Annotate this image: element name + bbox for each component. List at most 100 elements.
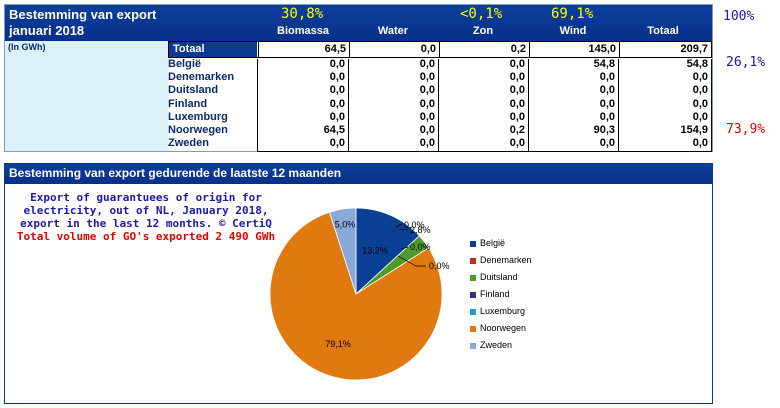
table-cell: 0,0 bbox=[692, 71, 708, 84]
row-label: Luxemburg bbox=[168, 110, 228, 123]
pie-label-duitsland: 2,8% bbox=[410, 225, 431, 235]
legend-label: Duitsland bbox=[480, 272, 518, 282]
pie-label-finland: 0,0% bbox=[410, 242, 431, 252]
leader-line bbox=[395, 223, 403, 228]
table-cell: 0,0 bbox=[599, 84, 615, 97]
table-cell: 0,0 bbox=[419, 137, 435, 150]
legend-swatch bbox=[470, 343, 476, 349]
row-label: Zweden bbox=[168, 137, 209, 150]
legend-swatch bbox=[470, 241, 476, 247]
table-cell: 0,0 bbox=[419, 84, 435, 97]
table-cell: 154,9 bbox=[680, 124, 708, 136]
grid-line bbox=[711, 59, 712, 152]
legend-label: Zweden bbox=[480, 340, 513, 350]
pie-slice-zweden bbox=[328, 207, 357, 295]
row-label: Noorwegen bbox=[168, 124, 228, 136]
table-cell: 0,0 bbox=[599, 71, 615, 84]
belgie-share-note: 26,1% bbox=[726, 55, 766, 70]
table-cell: 0,0 bbox=[419, 124, 435, 136]
legend-swatch bbox=[470, 258, 476, 264]
unit-label: (In GWh) bbox=[8, 42, 46, 52]
legend-label: Noorwegen bbox=[480, 323, 527, 333]
pie-label-luxemburg: 0,0% bbox=[429, 261, 450, 271]
table-cell: 0,0 bbox=[509, 110, 525, 123]
table-cell: 0,0 bbox=[509, 97, 525, 110]
legend-item: Zweden bbox=[470, 340, 590, 354]
legend-item: België bbox=[470, 238, 590, 252]
total-wind: 145,0 bbox=[529, 42, 619, 57]
row-label: Denemarken bbox=[168, 71, 235, 84]
noorwegen-share-note: 73,9% bbox=[726, 122, 766, 137]
table-cell: 54,8 bbox=[686, 58, 708, 70]
col-wind: Wind bbox=[559, 25, 587, 37]
grid-line bbox=[348, 59, 349, 152]
pie-slice-noorwegen bbox=[269, 211, 443, 381]
table-cell: 0,0 bbox=[599, 97, 615, 110]
legend-label: België bbox=[480, 238, 506, 248]
pie-label-zweden: 5,0% bbox=[335, 219, 356, 229]
chart-panel-title: Bestemming van export gedurende de laats… bbox=[5, 164, 712, 184]
leader-line bbox=[400, 246, 409, 250]
table-cell: 90,3 bbox=[593, 124, 615, 136]
table-cell: 0,0 bbox=[419, 110, 435, 123]
total-row: Totaal 64,5 0,0 0,2 145,0 209,7 bbox=[168, 41, 712, 58]
grid-line bbox=[528, 59, 529, 152]
table-cell: 0,0 bbox=[329, 97, 345, 110]
col-biomassa: Biomassa bbox=[277, 25, 329, 37]
note-total: Total volume of GO's exported 2 490 GWh bbox=[16, 230, 276, 243]
pie-label-denemarken: 0,0% bbox=[404, 220, 425, 230]
table-cell: 0,0 bbox=[419, 58, 435, 70]
note-line: export in the last 12 months. © CertiQ bbox=[20, 217, 272, 230]
legend-item: Luxemburg bbox=[470, 306, 590, 320]
export-table: Bestemming van export januari 2018 30,8%… bbox=[4, 4, 713, 152]
table-cell: 0,0 bbox=[509, 84, 525, 97]
table-cell: 0,0 bbox=[329, 84, 345, 97]
share-wind: 69,1% bbox=[551, 6, 594, 22]
legend-label: Luxemburg bbox=[480, 306, 526, 316]
leader-line bbox=[397, 255, 426, 267]
row-label: België bbox=[168, 58, 202, 70]
row-label-panel bbox=[5, 41, 168, 151]
table-cell: 0,0 bbox=[509, 137, 525, 150]
table-period: januari 2018 bbox=[9, 23, 85, 38]
table-cell: 64,5 bbox=[323, 124, 345, 136]
table-cell: 0,0 bbox=[329, 71, 345, 84]
table-cell: 0,0 bbox=[509, 71, 525, 84]
total-share-note: 100% bbox=[723, 9, 755, 24]
table-cell: 0,0 bbox=[419, 71, 435, 84]
legend-item: Denemarken bbox=[470, 255, 590, 269]
leader-line bbox=[399, 228, 409, 231]
table-cell: 0,0 bbox=[509, 58, 525, 70]
grid-line bbox=[618, 59, 619, 152]
grid-line bbox=[438, 59, 439, 152]
table-cell: 0,0 bbox=[329, 110, 345, 123]
legend-label: Finland bbox=[480, 289, 510, 299]
pie-label-belgië: 13,2% bbox=[362, 246, 388, 256]
row-label: Finland bbox=[168, 97, 208, 110]
table-cell: 0,0 bbox=[329, 137, 345, 150]
table-cell: 0,0 bbox=[692, 84, 708, 97]
table-header: Bestemming van export januari 2018 30,8%… bbox=[5, 5, 712, 41]
legend-swatch bbox=[470, 326, 476, 332]
legend-swatch bbox=[470, 309, 476, 315]
legend-item: Finland bbox=[470, 289, 590, 303]
pie-label-noorwegen: 79,1% bbox=[325, 339, 351, 349]
table-cell: 0,0 bbox=[329, 58, 345, 70]
grid-line bbox=[258, 151, 712, 152]
total-totaal: 209,7 bbox=[619, 42, 711, 57]
total-label: Totaal bbox=[169, 42, 257, 57]
table-title: Bestemming van export bbox=[9, 7, 157, 22]
table-cell: 0,0 bbox=[599, 137, 615, 150]
legend-item: Noorwegen bbox=[470, 323, 590, 337]
legend-label: Denemarken bbox=[480, 255, 532, 265]
chart-note: Export of guarantuees of origin for elec… bbox=[6, 191, 286, 243]
legend-item: Duitsland bbox=[470, 272, 590, 286]
share-zon: <0,1% bbox=[460, 6, 503, 22]
note-line: electricity, out of NL, January 2018, bbox=[23, 204, 269, 217]
legend-swatch bbox=[470, 275, 476, 281]
table-cell: 0,0 bbox=[419, 97, 435, 110]
row-label: Duitsland bbox=[168, 84, 219, 97]
total-water: 0,0 bbox=[349, 42, 439, 57]
col-totaal: Totaal bbox=[647, 25, 679, 37]
